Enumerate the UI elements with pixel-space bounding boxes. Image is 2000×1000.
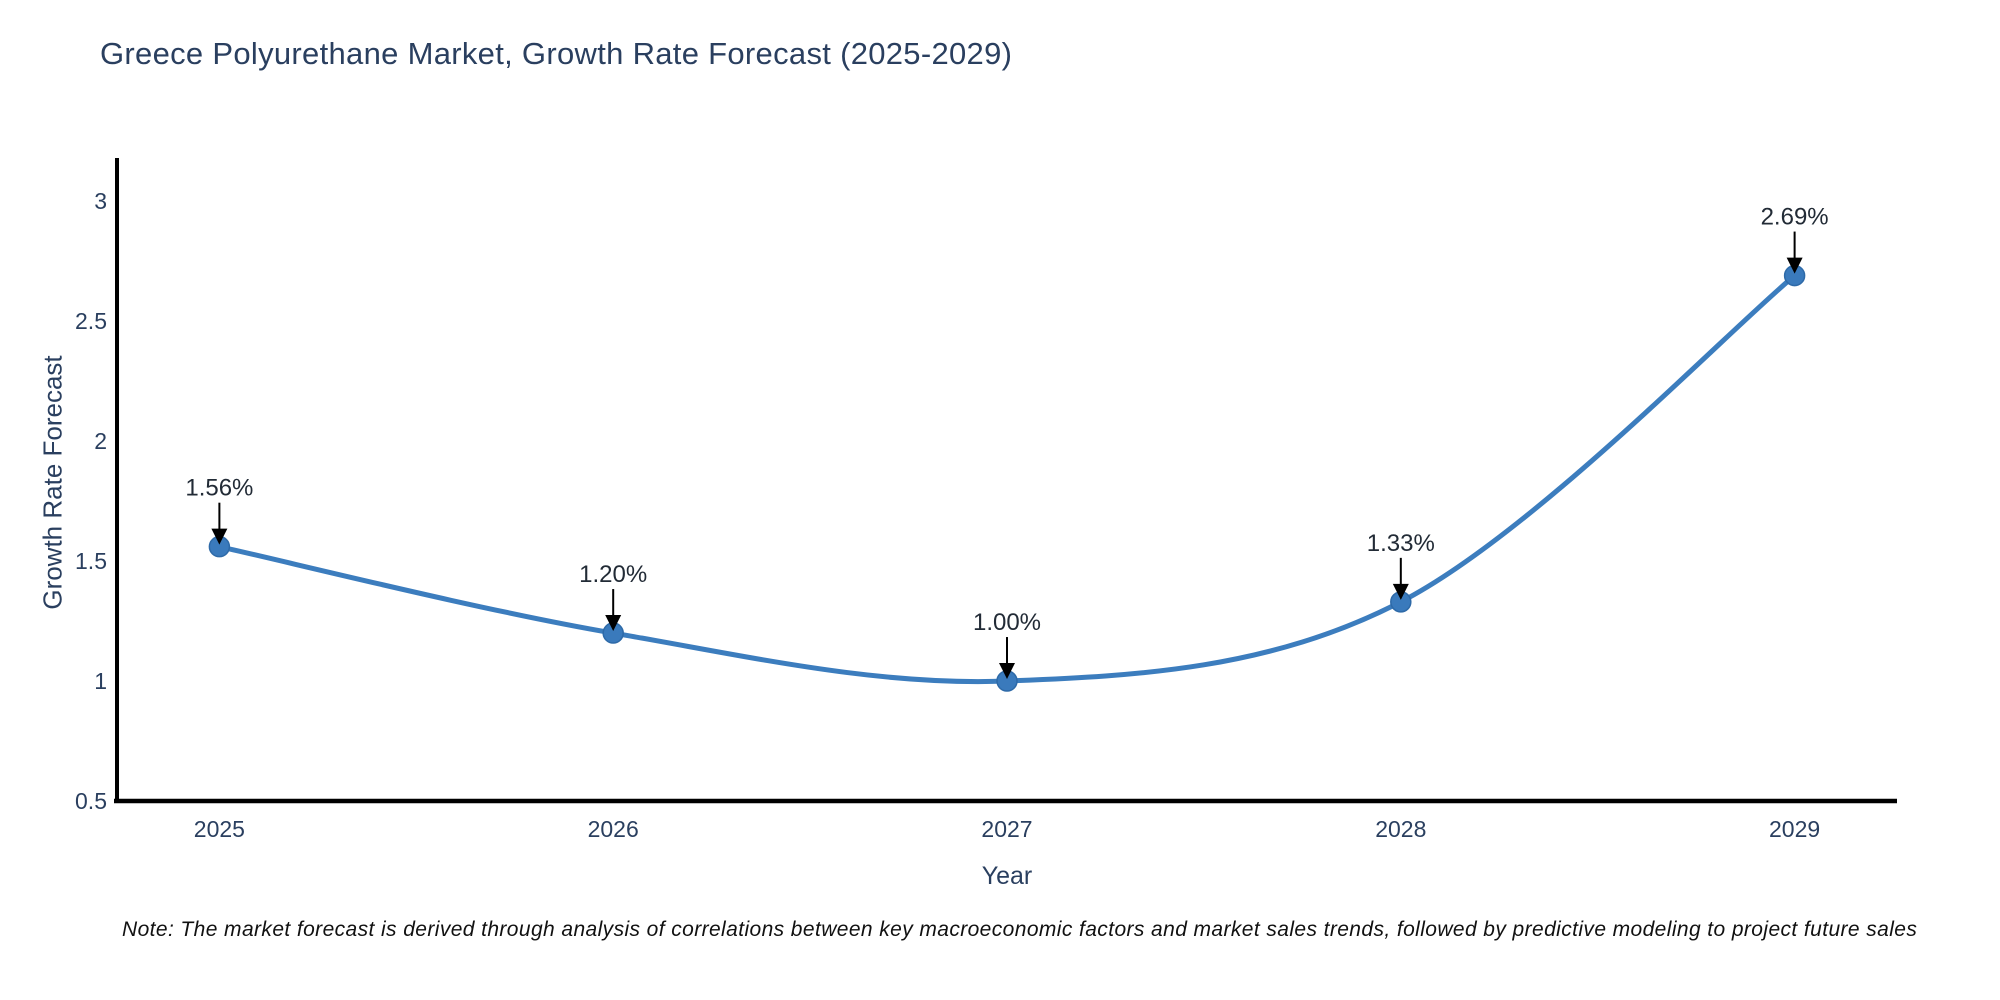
y-tick-label: 1 [94, 668, 107, 694]
x-tick-label: 2028 [1375, 816, 1426, 842]
annotation-label: 1.20% [579, 561, 647, 588]
annotation-label: 1.56% [185, 475, 253, 502]
annotation-arrowhead [999, 663, 1015, 680]
annotation-label: 1.33% [1367, 530, 1435, 557]
x-tick-label: 2026 [588, 816, 639, 842]
annotation-arrowhead [1392, 583, 1409, 600]
annotation-arrowhead [1786, 257, 1803, 274]
footnote: Note: The market forecast is derived thr… [122, 918, 1918, 941]
x-tick-label: 2025 [194, 816, 245, 842]
x-tick-label: 2029 [1769, 816, 1820, 842]
y-tick-label: 2.5 [75, 308, 107, 334]
annotation-label: 1.00% [973, 609, 1041, 636]
x-tick-label: 2027 [981, 816, 1032, 842]
annotation-arrowhead [605, 615, 622, 632]
y-tick-label: 1.5 [75, 548, 107, 574]
annotation-label: 2.69% [1761, 204, 1829, 231]
chart-title: Greece Polyurethane Market, Growth Rate … [100, 36, 1013, 71]
annotation-arrowhead [211, 528, 228, 545]
y-tick-label: 3 [94, 188, 107, 214]
x-axis-title: Year [981, 862, 1033, 890]
y-tick-label: 2 [94, 428, 107, 454]
y-tick-label: 0.5 [75, 788, 107, 814]
